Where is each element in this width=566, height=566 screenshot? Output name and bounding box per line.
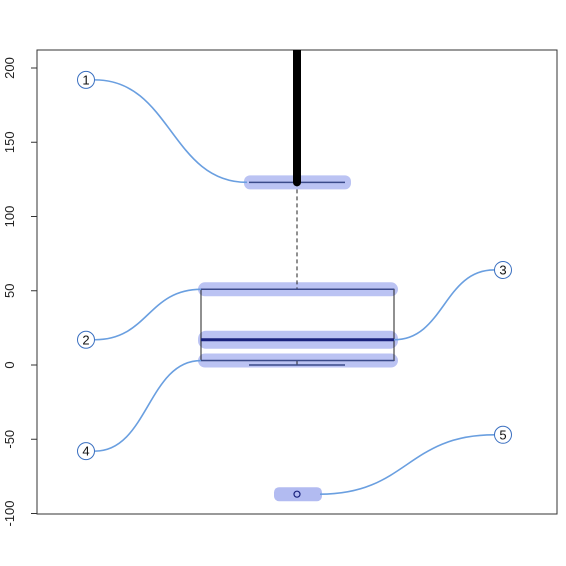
- callout-connector-5: [319, 433, 495, 495]
- y-tick-label: 200: [2, 57, 17, 79]
- y-tick-label: 100: [2, 206, 17, 228]
- callout-connector-3: [393, 269, 495, 341]
- outlier-stack: [293, 50, 301, 183]
- callout-marker-2: [77, 330, 95, 349]
- callout-label-2: 2: [82, 332, 89, 347]
- outlier-base-point: [293, 178, 301, 187]
- y-tick-label: 0: [2, 361, 17, 368]
- callout-connector-1: [94, 79, 248, 184]
- callout-marker-1: [77, 70, 95, 89]
- y-tick-label: -50: [2, 430, 17, 449]
- highlight-marked-point: [274, 487, 322, 502]
- iqr-box: [200, 288, 395, 362]
- callout-label-4: 4: [82, 444, 89, 459]
- marked-point: [293, 490, 301, 498]
- callout-connector-4: [94, 359, 202, 452]
- callout-marker-5: [494, 425, 512, 444]
- y-tick-label: -100: [2, 500, 17, 526]
- y-tick-label: 150: [2, 131, 17, 153]
- callout-label-3: 3: [499, 262, 506, 277]
- y-tick-label: 50: [2, 284, 17, 298]
- callout-marker-3: [494, 260, 512, 279]
- callout-label-1: 1: [82, 72, 89, 87]
- callout-label-5: 5: [499, 427, 506, 442]
- callout-marker-4: [77, 442, 95, 461]
- callout-connector-2: [94, 288, 202, 341]
